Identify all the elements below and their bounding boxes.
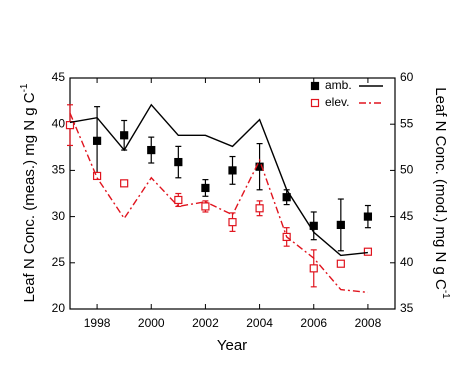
marker bbox=[120, 131, 129, 140]
y2-tick-label: 60 bbox=[400, 70, 414, 84]
x-tick-label: 2002 bbox=[192, 316, 219, 330]
marker bbox=[228, 218, 237, 227]
marker bbox=[174, 195, 183, 205]
legend-label: amb. bbox=[325, 78, 352, 92]
model-line bbox=[69, 112, 368, 294]
marker bbox=[336, 220, 345, 230]
y2-axis-title-sup: -1 bbox=[440, 290, 451, 299]
marker bbox=[65, 121, 75, 130]
y-tick-label: 40 bbox=[52, 116, 66, 130]
marker bbox=[310, 98, 320, 108]
marker bbox=[92, 171, 102, 181]
marker bbox=[92, 136, 102, 145]
y-tick-label: 35 bbox=[52, 163, 66, 177]
marker bbox=[228, 166, 237, 175]
marker bbox=[201, 202, 210, 211]
x-tick-label: 2004 bbox=[246, 316, 273, 330]
y2-tick-label: 50 bbox=[400, 163, 414, 177]
y-axis-title-text: Leaf N Conc. (meas.) mg N g C bbox=[21, 92, 38, 302]
marker bbox=[309, 264, 318, 273]
y-tick-label: 45 bbox=[52, 70, 66, 84]
y2-tick-label: 45 bbox=[400, 209, 414, 223]
x-tick-label: 2000 bbox=[138, 316, 165, 330]
legend-label: elev. bbox=[325, 95, 349, 109]
y-tick-label: 30 bbox=[52, 209, 66, 223]
y-axis-title-sup: -1 bbox=[19, 83, 30, 92]
y2-axis-title-text: Leaf N Conc. (mod.) mg N g C bbox=[432, 87, 449, 290]
marker bbox=[336, 259, 345, 268]
x-tick-label: 2008 bbox=[355, 316, 382, 330]
marker bbox=[147, 145, 156, 155]
marker bbox=[363, 247, 373, 256]
y-axis-title: Leaf N Conc. (meas.) mg N g C-1 bbox=[19, 83, 38, 302]
marker bbox=[120, 179, 129, 188]
marker bbox=[310, 81, 320, 91]
marker bbox=[174, 157, 183, 167]
marker bbox=[363, 212, 373, 221]
marker bbox=[255, 204, 264, 213]
model-line bbox=[69, 103, 368, 257]
marker bbox=[201, 183, 210, 193]
x-tick-label: 1998 bbox=[84, 316, 111, 330]
y-tick-label: 20 bbox=[52, 301, 66, 315]
y2-tick-label: 35 bbox=[400, 301, 414, 315]
y2-tick-label: 55 bbox=[400, 116, 414, 130]
y2-axis-title: Leaf N Conc. (mod.) mg N g C-1 bbox=[432, 87, 451, 299]
marker bbox=[282, 193, 291, 202]
y-tick-label: 25 bbox=[52, 255, 66, 269]
x-tick-label: 2006 bbox=[300, 316, 327, 330]
x-axis-title: Year bbox=[217, 337, 247, 354]
y2-tick-label: 40 bbox=[400, 255, 414, 269]
plot-frame bbox=[69, 77, 396, 310]
